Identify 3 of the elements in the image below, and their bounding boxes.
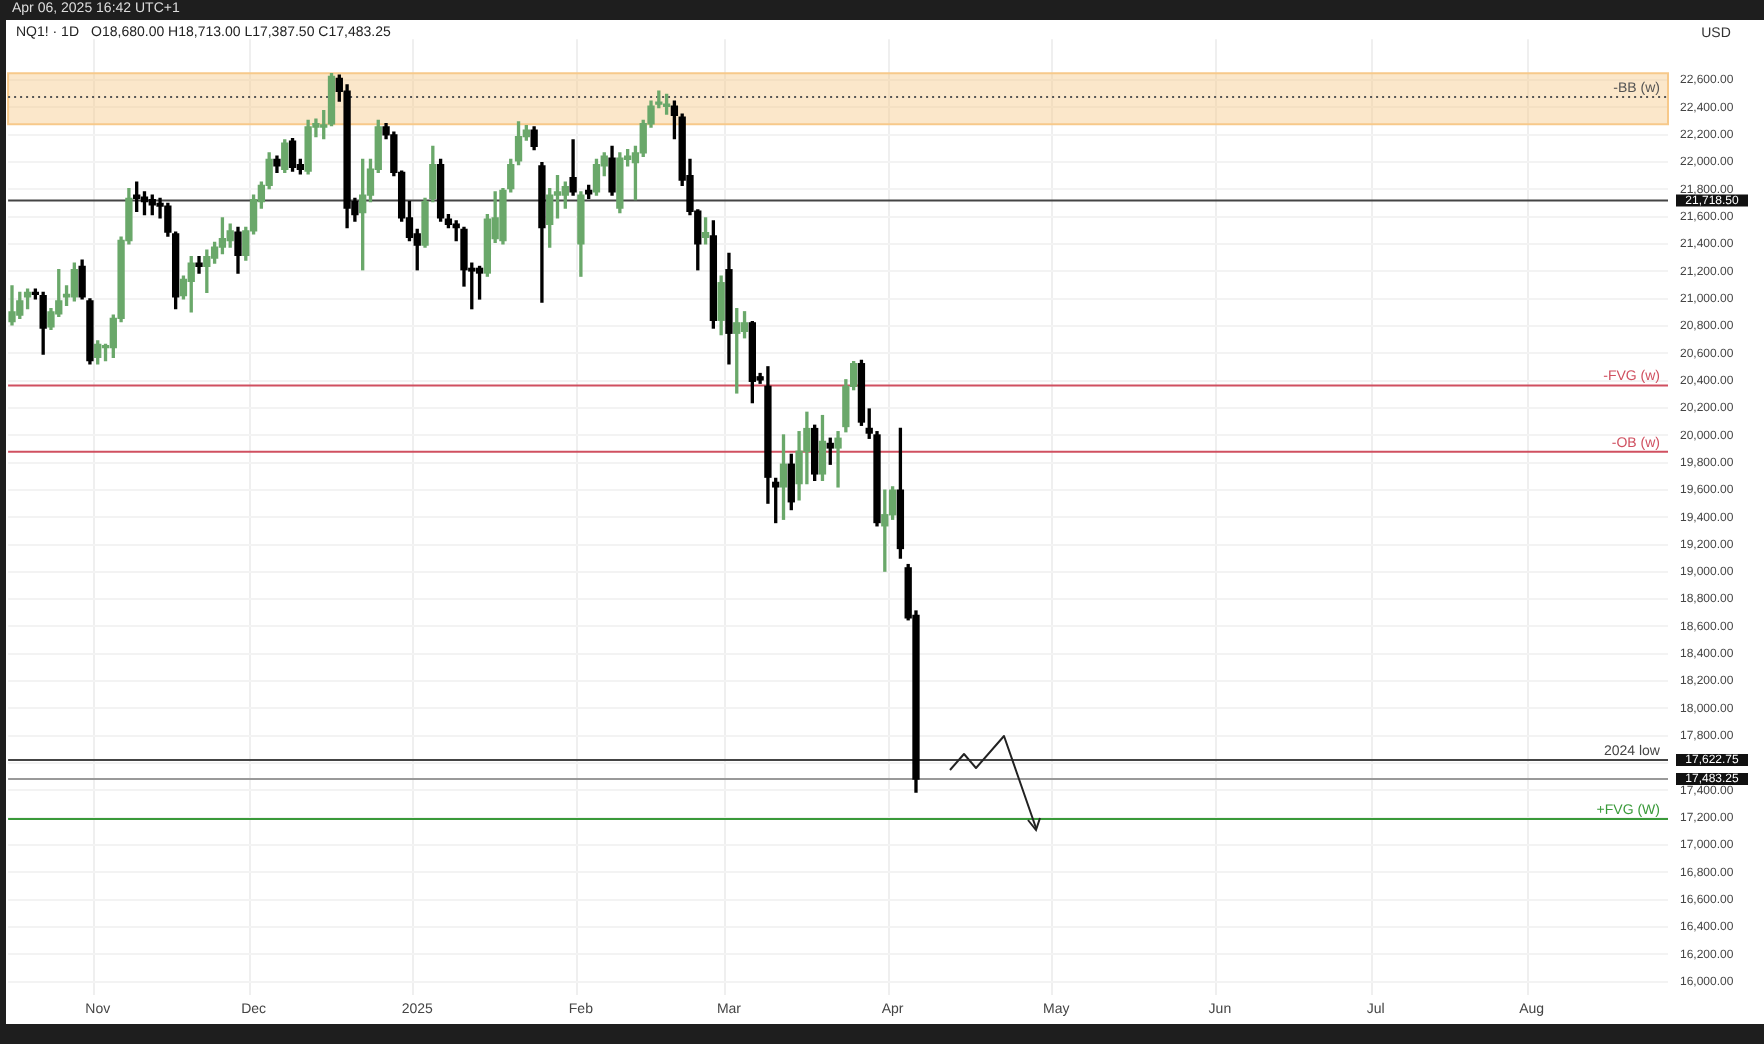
- candlestick: [834, 431, 842, 488]
- candlestick: [195, 256, 203, 274]
- candlestick: [8, 285, 16, 326]
